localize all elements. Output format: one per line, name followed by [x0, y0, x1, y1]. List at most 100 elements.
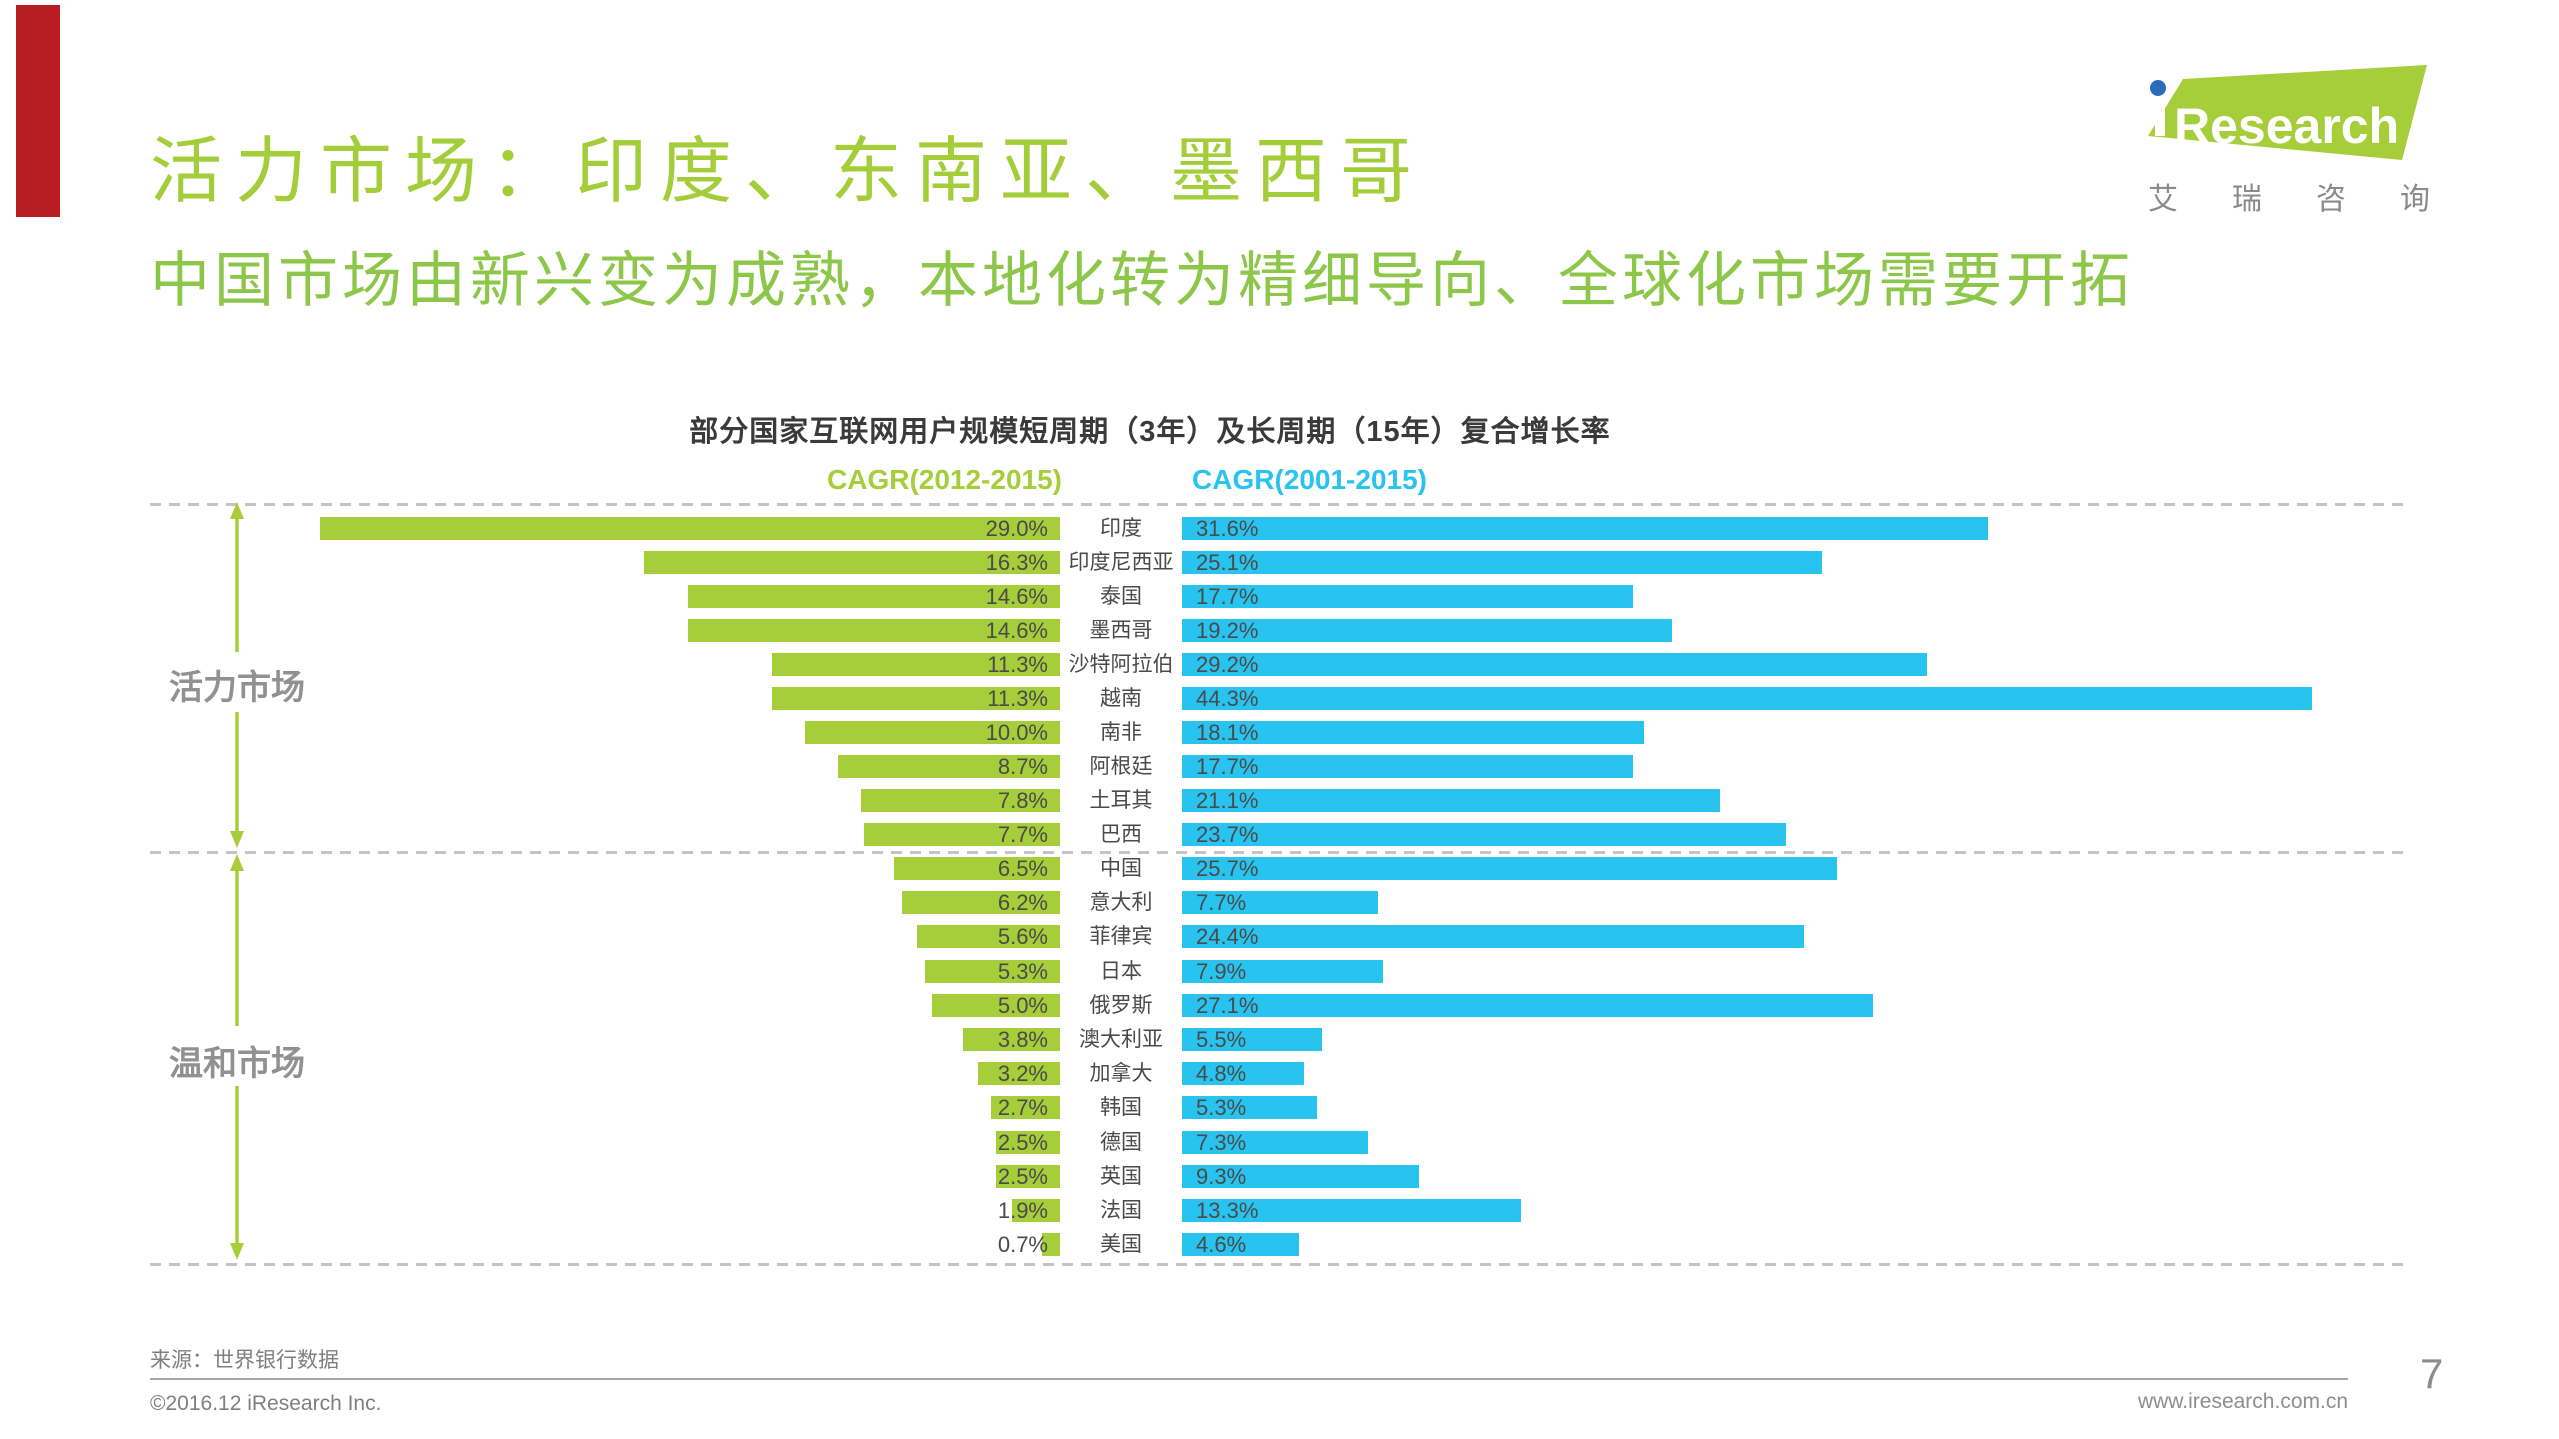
green-bar-value: 8.7% [997, 754, 1048, 779]
green-bar [996, 1130, 1060, 1154]
chart-row: 3.8% 澳大利亚 5.5% [0, 1027, 2559, 1052]
blue-bar-value: 7.7% [1196, 890, 1247, 916]
green-bar-value: 7.8% [997, 788, 1048, 813]
country-label: 英国 [1100, 1164, 1142, 1188]
blue-bar-value: 25.7% [1196, 856, 1259, 881]
blue-bar-value: 4.6% [1196, 1232, 1247, 1258]
chart-row: 14.6% 泰国 17.7% [0, 585, 2559, 609]
legend-cagr-2001-2015: CAGR(2001-2015) [1192, 464, 1427, 495]
logo-brand-text: Research [2174, 98, 2399, 154]
green-bar [688, 585, 1060, 608]
green-bar-value: 2.5% [997, 1163, 1048, 1189]
dashed-line-top [150, 503, 2408, 506]
green-bar [1042, 1233, 1060, 1257]
blue-bar [1182, 687, 2312, 710]
green-bar [963, 1028, 1060, 1051]
chart-row: 8.7% 阿根廷 17.7% [0, 754, 2559, 779]
blue-bar [1182, 823, 1786, 846]
blue-bar [1182, 721, 1644, 744]
country-label: 印度尼西亚 [1068, 551, 1174, 574]
chart-row: 16.3% 印度尼西亚 25.1% [0, 550, 2559, 575]
website-text: www.iresearch.com.cn [2137, 1390, 2348, 1413]
country-label: 美国 [1100, 1233, 1142, 1257]
green-bar [772, 687, 1060, 710]
country-label: 越南 [1100, 687, 1142, 710]
green-bar [838, 755, 1060, 778]
country-label: 沙特阿拉伯 [1068, 653, 1174, 676]
green-bar-value: 1.9% [997, 1198, 1048, 1223]
chart-row: 29.0% 印度 31.6% [0, 516, 2559, 541]
source-note: 来源：世界银行数据 [150, 1349, 339, 1372]
green-bar [320, 517, 1060, 540]
green-bar-value: 7.7% [997, 822, 1048, 847]
chart-row: 7.8% 土耳其 21.1% [0, 788, 2559, 813]
country-label: 德国 [1100, 1130, 1142, 1154]
chart-row: 5.6% 菲律宾 24.4% [0, 924, 2559, 950]
green-bar-value: 29.0% [985, 516, 1048, 541]
country-label: 菲律宾 [1089, 925, 1153, 949]
logo-cn-char: 瑞 [2232, 183, 2262, 216]
blue-bar-value: 25.1% [1196, 550, 1259, 575]
blue-bar [1182, 619, 1672, 642]
chart-row: 11.3% 沙特阿拉伯 29.2% [0, 652, 2559, 677]
blue-bar [1182, 1062, 1304, 1086]
blue-bar [1182, 993, 1873, 1017]
chart-row: 14.6% 墨西哥 19.2% [0, 619, 2559, 643]
country-label: 南非 [1100, 721, 1142, 744]
country-label: 韩国 [1100, 1096, 1142, 1120]
blue-bar-value: 4.8% [1196, 1061, 1247, 1087]
blue-bar [1182, 789, 1720, 812]
logo-cn-char: 询 [2400, 183, 2430, 216]
blue-bar [1182, 1096, 1317, 1120]
blue-bar-value: 5.3% [1196, 1095, 1247, 1121]
page-subtitle: 中国市场由新兴变为成熟，本地化转为精细导向、全球化市场需要开拓 [150, 247, 2134, 314]
blue-bar-value: 13.3% [1196, 1198, 1259, 1223]
blue-bar [1182, 857, 1837, 880]
chart-row: 11.3% 越南 44.3% [0, 686, 2559, 711]
green-bar [991, 1096, 1060, 1120]
green-bar-value: 10.0% [985, 720, 1048, 745]
green-bar-value: 5.3% [997, 958, 1048, 984]
blue-bar-value: 24.4% [1196, 924, 1259, 950]
country-label: 泰国 [1100, 585, 1142, 608]
blue-bar-value: 18.1% [1196, 720, 1259, 745]
dashed-line-bottom [150, 1263, 2408, 1266]
blue-bar-value: 27.1% [1196, 992, 1259, 1018]
logo-chinese-name: 艾 瑞 咨 询 [2148, 174, 2430, 218]
country-label: 日本 [1100, 959, 1142, 983]
country-label: 俄罗斯 [1089, 993, 1153, 1017]
country-label: 土耳其 [1089, 789, 1153, 812]
blue-bar [1182, 755, 1633, 778]
green-bar-value: 5.6% [997, 924, 1048, 950]
green-bar [894, 857, 1060, 880]
green-bar-value: 11.3% [987, 652, 1048, 677]
footer-divider [150, 1378, 2348, 1380]
group-label-mild-market: 温和市场 [169, 1045, 305, 1083]
chart-row: 3.2% 加拿大 4.8% [0, 1061, 2559, 1087]
green-bar [805, 721, 1060, 744]
chart-title: 部分国家互联网用户规模短周期（3年）及长周期（15年）复合增长率 [689, 416, 1611, 448]
green-bar [861, 789, 1060, 812]
green-bar [688, 619, 1060, 642]
green-bar-value: 3.8% [997, 1027, 1048, 1052]
country-label: 意大利 [1089, 891, 1153, 915]
green-bar-value: 0.7% [997, 1232, 1048, 1258]
country-label: 阿根廷 [1089, 755, 1153, 778]
green-bar [932, 993, 1060, 1017]
logo-cn-char: 艾 [2148, 183, 2178, 216]
logo-i-dot-icon [2150, 80, 2166, 96]
blue-bar-value: 44.3% [1196, 686, 1259, 711]
green-bar-value: 2.7% [997, 1095, 1048, 1121]
country-label: 加拿大 [1089, 1062, 1153, 1086]
blue-bar [1182, 585, 1633, 608]
logo-i-stem [2155, 96, 2165, 136]
green-bar-value: 2.5% [997, 1129, 1048, 1155]
green-bar-value: 6.5% [997, 856, 1048, 881]
chart-row: 2.5% 英国 9.3% [0, 1163, 2559, 1189]
green-bar [772, 653, 1060, 676]
blue-bar [1182, 1233, 1299, 1257]
blue-bar-value: 5.5% [1196, 1027, 1247, 1052]
blue-bar-value: 9.3% [1196, 1163, 1247, 1189]
country-label: 法国 [1100, 1199, 1142, 1222]
